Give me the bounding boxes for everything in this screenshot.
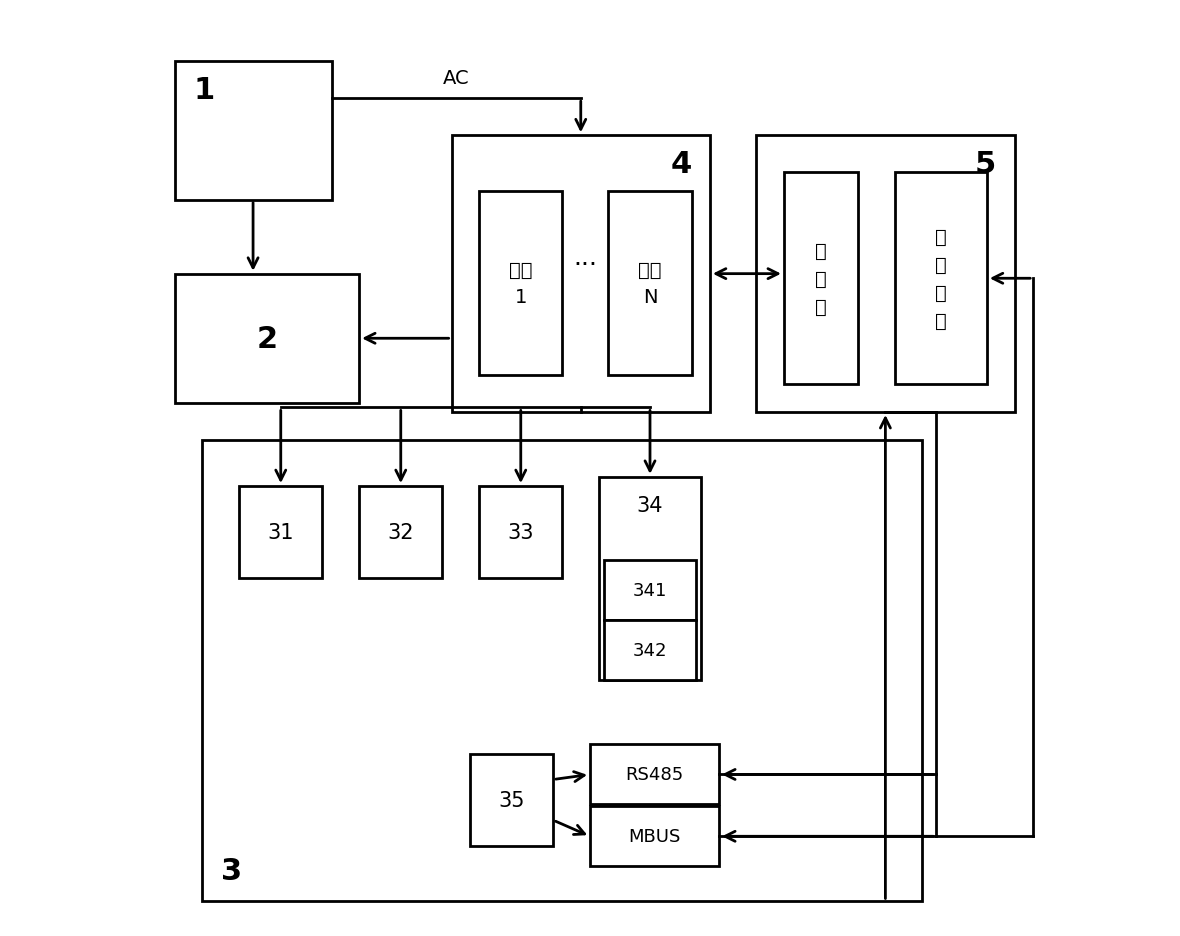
Text: MBUS: MBUS — [629, 827, 681, 845]
Text: 5: 5 — [975, 150, 996, 179]
Bar — [452, 136, 710, 413]
Text: 342: 342 — [632, 641, 667, 659]
Text: 35: 35 — [498, 790, 525, 810]
Bar — [590, 807, 720, 867]
Text: 2: 2 — [256, 325, 277, 354]
Bar — [175, 274, 359, 403]
Text: 1: 1 — [194, 76, 215, 105]
Bar — [609, 191, 691, 375]
Bar — [784, 173, 858, 385]
Text: 33: 33 — [507, 522, 535, 543]
Bar — [756, 136, 1015, 413]
Bar — [590, 745, 720, 805]
Text: 3: 3 — [221, 856, 242, 885]
Bar — [604, 561, 696, 621]
Bar — [240, 487, 322, 578]
Text: 32: 32 — [387, 522, 414, 543]
Bar — [470, 753, 553, 846]
Text: 4: 4 — [670, 150, 691, 179]
Bar — [202, 440, 923, 901]
Bar — [599, 477, 701, 680]
Text: 341: 341 — [632, 581, 667, 599]
Bar — [894, 173, 986, 385]
Text: 水
气
热
表: 水 气 热 表 — [935, 227, 946, 330]
Bar — [604, 621, 696, 680]
Text: 34: 34 — [637, 496, 663, 516]
Bar — [479, 487, 563, 578]
Text: RS485: RS485 — [625, 766, 683, 783]
Text: 模块
1: 模块 1 — [509, 261, 532, 306]
Text: ···: ··· — [573, 253, 597, 277]
Bar — [175, 63, 332, 200]
Bar — [479, 191, 563, 375]
Text: AC: AC — [442, 69, 470, 88]
Text: 电
能
表: 电 能 表 — [815, 241, 827, 316]
Bar — [359, 487, 442, 578]
Text: 31: 31 — [268, 522, 294, 543]
Text: 模块
N: 模块 N — [638, 261, 662, 306]
